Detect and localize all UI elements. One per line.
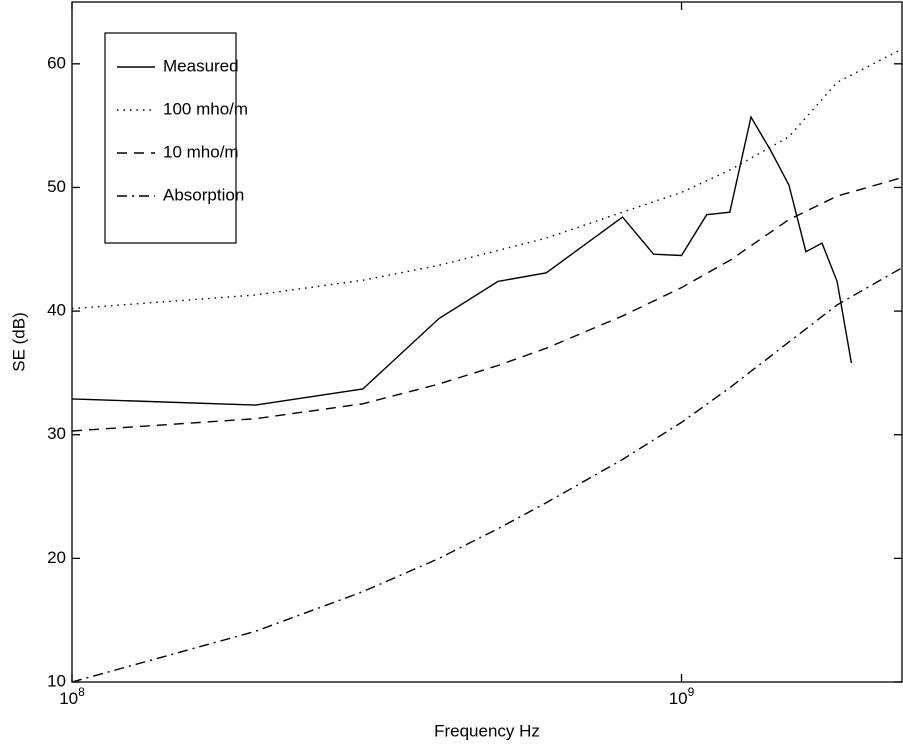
y-tick-label: 30 xyxy=(47,424,66,443)
legend-label: 10 mho/m xyxy=(163,142,239,161)
y-tick-label: 20 xyxy=(47,548,66,567)
y-axis-label: SE (dB) xyxy=(9,312,28,372)
legend-box xyxy=(104,32,237,244)
y-tick-label: 50 xyxy=(47,177,66,196)
y-tick-label: 60 xyxy=(47,53,66,72)
x-tick-label: 109 xyxy=(669,685,695,708)
legend-label: 100 mho/m xyxy=(163,99,248,118)
y-tick-label: 10 xyxy=(47,671,66,690)
series-line xyxy=(72,115,853,406)
plot-frame xyxy=(71,1,903,683)
y-tick-label: 40 xyxy=(47,301,66,320)
legend-label: Absorption xyxy=(163,185,244,204)
x-axis-label: Frequency Hz xyxy=(434,721,540,740)
legend-label: Measured xyxy=(163,56,239,75)
series-line xyxy=(72,176,902,432)
x-tick-label: 108 xyxy=(59,685,85,708)
series-line xyxy=(72,48,902,310)
series-line xyxy=(72,267,902,682)
